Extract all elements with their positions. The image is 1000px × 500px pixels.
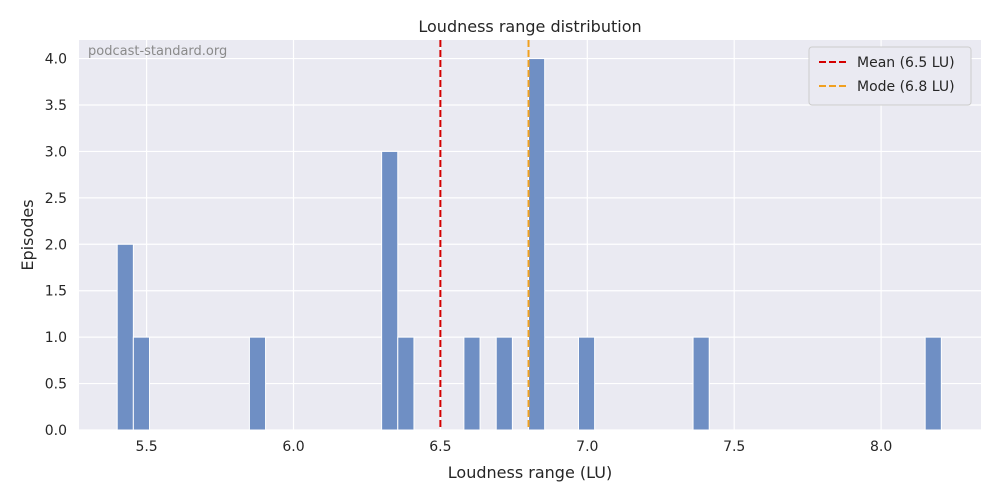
y-tick-label: 0.0 <box>45 423 67 439</box>
histogram-bar <box>463 336 481 431</box>
y-tick-label: 3.0 <box>45 144 67 160</box>
reference-lines <box>439 40 530 430</box>
histogram-bars <box>116 58 942 431</box>
legend: Mean (6.5 LU) Mode (6.8 LU) <box>808 46 972 106</box>
y-axis-ticks: 0.0 0.5 1.0 1.5 2.0 2.5 3.0 3.5 4.0 <box>45 52 67 439</box>
x-axis-ticks: 5.5 6.0 6.5 7.0 7.5 8.0 <box>135 439 892 455</box>
y-tick-label: 2.5 <box>45 191 67 207</box>
y-tick-label: 3.5 <box>45 98 67 114</box>
histogram-bar <box>248 336 267 431</box>
histogram-bar <box>381 150 399 431</box>
x-tick-label: 7.0 <box>576 439 598 455</box>
chart-title: Loudness range distribution <box>418 17 641 36</box>
histogram-bar <box>577 336 596 431</box>
histogram-bar <box>116 243 134 431</box>
legend-entry-label: Mode (6.8 LU) <box>857 79 955 95</box>
y-tick-label: 1.0 <box>45 330 67 346</box>
legend-box <box>808 46 972 106</box>
y-tick-label: 1.5 <box>45 284 67 300</box>
x-tick-label: 5.5 <box>135 439 157 455</box>
y-tick-label: 4.0 <box>45 52 67 68</box>
histogram-bar <box>924 336 942 431</box>
histogram-bar <box>132 336 151 431</box>
x-tick-label: 7.5 <box>723 439 745 455</box>
histogram-bar <box>495 336 513 431</box>
x-tick-label: 6.5 <box>429 439 451 455</box>
x-tick-label: 6.0 <box>282 439 304 455</box>
y-axis-label: Episodes <box>18 199 37 270</box>
watermark-text: podcast-standard.org <box>88 44 227 59</box>
x-tick-label: 8.0 <box>870 439 892 455</box>
x-axis-label: Loudness range (LU) <box>448 463 612 482</box>
y-tick-label: 2.0 <box>45 237 67 253</box>
histogram-bar <box>692 336 710 431</box>
histogram-bar <box>397 336 415 431</box>
legend-entry-label: Mean (6.5 LU) <box>857 55 955 71</box>
y-tick-label: 0.5 <box>45 377 67 393</box>
histogram-bar <box>528 58 546 431</box>
